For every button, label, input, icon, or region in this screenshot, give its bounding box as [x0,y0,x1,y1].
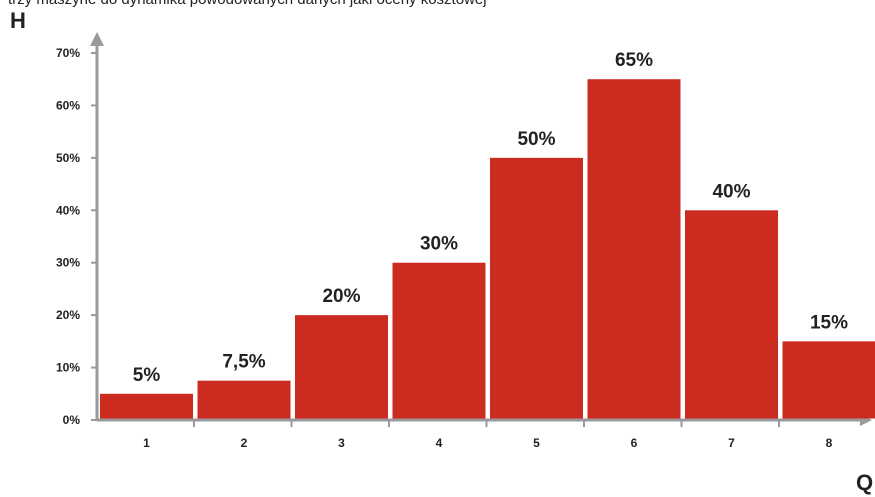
x-tick-label: 8 [826,436,833,450]
y-tick-label: 50% [56,151,80,165]
bar [392,262,486,419]
y-tick-label: 70% [56,46,80,60]
y-axis-title: H [10,8,26,33]
data-label: 7,5% [222,352,265,373]
data-label: 50% [517,129,555,150]
chart-axes [90,32,872,426]
data-label: 30% [420,234,458,255]
x-tick-label: 3 [338,436,345,450]
bar [685,210,778,419]
y-axis-ticks: 0% 10% 20% 30% 40% 50% 60% 70% [56,46,97,427]
y-axis-arrow-icon [90,32,104,46]
y-tick-label: 0% [63,413,81,427]
x-tick-label: 4 [436,436,443,450]
x-tick-label: 7 [728,436,735,450]
data-label: 40% [712,181,750,202]
data-labels-group: 5% 7,5% 20% 30% 50% 65% 40% 15% [133,50,848,386]
data-label: 65% [615,50,653,71]
data-label: 20% [322,286,360,307]
x-tick-label: 1 [143,436,150,450]
data-label: 15% [810,312,848,333]
bar [587,79,681,419]
data-label: 5% [133,365,161,386]
bar [197,380,291,419]
x-axis-title: Q [856,470,873,495]
y-tick-label: 30% [56,256,80,270]
x-tick-label: 5 [533,436,540,450]
x-tick-label: 2 [241,436,248,450]
bar [782,341,875,419]
y-tick-label: 10% [56,361,80,375]
bar [490,157,583,419]
x-axis-ticks: 1 2 3 4 5 6 7 8 [143,420,833,450]
y-tick-label: 40% [56,203,80,217]
x-tick-label: 6 [631,436,638,450]
bar [295,315,388,419]
bars-group [100,79,875,419]
bar [100,393,193,419]
y-tick-label: 20% [56,308,80,322]
header-text: trzy maszyne do dynamika powodowanych da… [8,0,487,8]
y-tick-label: 60% [56,98,80,112]
